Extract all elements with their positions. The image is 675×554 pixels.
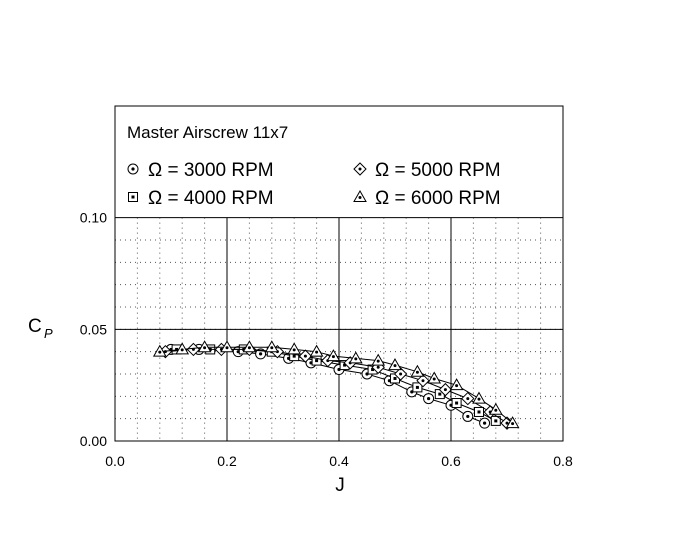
y-axis-title: C P xyxy=(28,316,53,341)
y-axis-title-main: C xyxy=(28,316,42,337)
legend-item: Ω = 5000 RPM xyxy=(353,160,501,181)
data-point-triangle xyxy=(152,344,167,357)
data-point-triangle xyxy=(175,342,190,355)
data-point-diamond xyxy=(298,349,313,363)
y-tick-label: 0.05 xyxy=(80,321,107,337)
legend-label: Ω = 4000 RPM xyxy=(148,188,274,209)
data-point-triangle xyxy=(488,402,503,415)
plot-frame xyxy=(114,105,564,442)
legend-marker-triangle xyxy=(353,189,367,202)
data-point-triangle xyxy=(371,353,386,366)
data-point-triangle xyxy=(197,340,212,353)
major-gridlines xyxy=(115,217,563,441)
data-point-triangle xyxy=(388,358,402,371)
legend: Ω = 3000 RPM Ω = 4000 RPM Ω = 5000 RPM Ω = … xyxy=(127,160,501,209)
legend-item: Ω = 3000 RPM xyxy=(127,160,274,181)
data-point-triangle xyxy=(287,342,302,355)
data-point-triangle xyxy=(264,340,279,353)
data-point-triangle xyxy=(220,340,234,353)
y-tick-label: 0.00 xyxy=(80,433,107,449)
legend-marker-diamond xyxy=(353,162,367,176)
chart-title: Master Airscrew 11x7 xyxy=(127,123,288,142)
x-tick-label: 0.2 xyxy=(217,453,237,469)
y-tick-label: 0.10 xyxy=(80,210,107,226)
data-point-triangle xyxy=(427,371,442,384)
data-point-square xyxy=(412,382,423,393)
data-point-triangle xyxy=(309,344,324,357)
data-point-circle xyxy=(462,410,474,422)
series-layer xyxy=(152,340,520,430)
legend-label: Ω = 6000 RPM xyxy=(375,188,501,209)
tick-labels: 0.0 0.2 0.4 0.6 0.8 0.00 0.05 0.10 xyxy=(80,210,573,469)
x-tick-label: 0.4 xyxy=(329,453,349,469)
data-point-triangle xyxy=(326,349,341,362)
data-point-triangle xyxy=(410,364,425,377)
data-point-triangle xyxy=(242,340,257,353)
data-point-triangle xyxy=(472,391,486,404)
data-point-diamond xyxy=(393,367,408,381)
data-point-triangle xyxy=(505,416,520,429)
legend-label: Ω = 3000 RPM xyxy=(148,160,274,181)
data-point-square xyxy=(490,415,501,426)
x-tick-label: 0.6 xyxy=(441,453,461,469)
data-point-circle xyxy=(423,393,435,405)
legend-marker-square xyxy=(128,192,138,202)
legend-marker-circle xyxy=(127,163,139,175)
x-tick-label: 0.0 xyxy=(105,453,125,469)
legend-item: Ω = 6000 RPM xyxy=(353,188,501,209)
data-point-circle xyxy=(479,417,491,429)
data-point-square xyxy=(474,406,484,417)
y-axis-title-subscript: P xyxy=(44,326,53,341)
data-point-triangle xyxy=(348,351,363,364)
data-point-diamond xyxy=(438,382,453,397)
data-point-diamond xyxy=(416,373,430,388)
data-point-square xyxy=(451,398,462,409)
data-point-diamond xyxy=(461,391,475,406)
x-tick-label: 0.8 xyxy=(553,453,573,469)
data-point-circle xyxy=(255,348,267,360)
x-axis-title: J xyxy=(335,475,345,496)
legend-label: Ω = 5000 RPM xyxy=(375,160,501,181)
legend-item: Ω = 4000 RPM xyxy=(128,188,274,209)
data-point-triangle xyxy=(449,378,464,391)
series-triangle xyxy=(152,340,520,429)
